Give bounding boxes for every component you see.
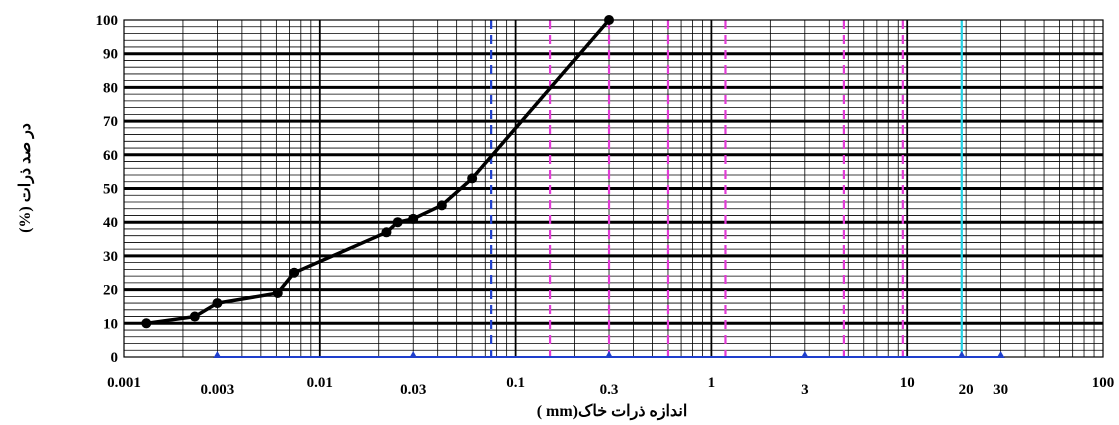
y-tick-label: 30 xyxy=(103,249,118,265)
x-tick-label-secondary: 3 xyxy=(801,382,809,398)
bottom-axis-marker xyxy=(213,351,222,358)
y-tick-label: 40 xyxy=(103,215,118,231)
x-axis-title: اندازه ذرات خاک(mm ) xyxy=(537,403,688,421)
bottom-axis-marker xyxy=(409,351,418,358)
data-point xyxy=(289,267,300,278)
series-line xyxy=(146,18,611,326)
data-point xyxy=(436,200,447,211)
major-grid xyxy=(124,20,1103,357)
x-tick-labels: 0.001 0.01 0.1 1 10 100 0.003 0.03 0.3 3 20 30 xyxy=(107,375,1114,398)
bottom-axis-marker xyxy=(957,351,966,358)
y-tick-label: 60 xyxy=(103,148,118,164)
data-point xyxy=(467,173,478,184)
x-tick-label: 1 xyxy=(708,375,716,391)
y-tick-label: 0 xyxy=(111,350,119,366)
data-point xyxy=(381,227,392,238)
x-tick-label: 0.001 xyxy=(107,375,141,391)
data-point xyxy=(408,213,419,224)
x-tick-label-secondary: 30 xyxy=(993,382,1008,398)
x-tick-label: 10 xyxy=(900,375,915,391)
bottom-axis-marker xyxy=(800,351,809,358)
y-tick-label: 90 xyxy=(103,47,118,63)
y-axis-title: در صد ذرات (%) xyxy=(17,123,35,233)
data-point xyxy=(272,287,283,298)
data-point xyxy=(212,298,223,309)
x-tick-label: 100 xyxy=(1092,375,1115,391)
y-tick-label: 20 xyxy=(103,283,118,299)
x-tick-label-secondary: 0.3 xyxy=(600,382,619,398)
bottom-axis-marker xyxy=(996,351,1005,358)
y-tick-label: 100 xyxy=(96,13,119,29)
y-tick-label: 50 xyxy=(103,182,118,198)
y-tick-label: 70 xyxy=(103,114,118,130)
x-tick-label-secondary: 20 xyxy=(959,382,974,398)
x-tick-label-secondary: 0.03 xyxy=(400,382,426,398)
x-tick-label: 0.01 xyxy=(307,375,333,391)
data-point xyxy=(141,318,152,329)
x-tick-label-secondary: 0.003 xyxy=(201,382,235,398)
y-tick-label: 10 xyxy=(103,316,118,332)
y-tick-labels: 0 10 20 30 40 50 60 70 80 90 100 xyxy=(96,13,119,366)
data-point xyxy=(392,217,403,228)
bottom-axis-marker xyxy=(605,351,614,358)
data-point xyxy=(189,311,200,322)
y-tick-label: 80 xyxy=(103,80,118,96)
sieve-lines xyxy=(490,20,963,357)
bottom-axis xyxy=(213,351,1005,358)
x-tick-label: 0.1 xyxy=(506,375,525,391)
series-layer xyxy=(141,15,615,329)
data-point xyxy=(604,15,615,25)
